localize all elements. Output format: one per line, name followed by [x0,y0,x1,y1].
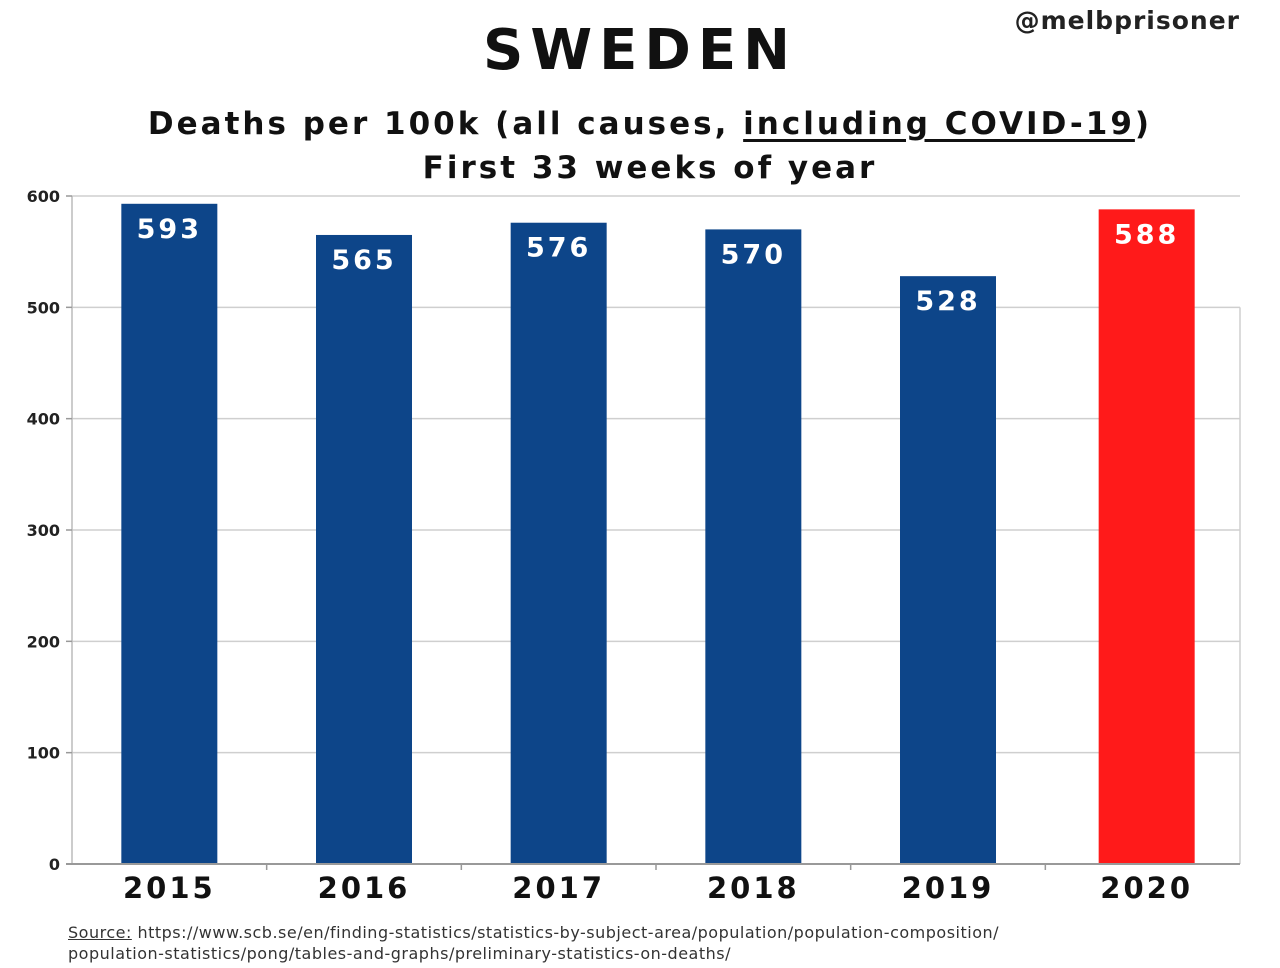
source-note: Source: https://www.scb.se/en/finding-st… [68,922,1268,964]
bar-2017 [510,222,607,865]
source-url-part-1: https://www.scb.se/en/finding-statistics… [137,923,1000,942]
y-axis-ticks: 0 100 200 300 400 500 600 [27,187,72,874]
data-labels: 593 565 576 570 528 588 [137,214,1179,317]
bars [121,203,1195,865]
data-label-2016: 565 [331,245,396,276]
x-tick-label-2017: 2017 [512,871,605,905]
source-url-part-2: population-statistics/pong/tables-and-gr… [68,944,731,963]
gridlines [71,195,1241,864]
author-handle: @melbprisoner [1014,6,1240,35]
data-label-2015: 593 [137,214,202,245]
x-tick-label-2019: 2019 [902,871,995,905]
x-tick-label-2015: 2015 [123,871,216,905]
data-label-2017: 576 [526,233,591,264]
bar-2016 [316,234,412,864]
source-line-1: Source: https://www.scb.se/en/finding-st… [68,922,1268,943]
data-label-2018: 570 [721,239,786,270]
bar-2018 [705,229,802,864]
source-label: Source: [68,923,132,942]
bar-2019 [900,276,996,864]
x-tick-label-2020: 2020 [1100,871,1193,905]
y-tick-label: 200 [27,632,60,651]
chart-title: SWEDEN [483,18,797,83]
subtitle-underlined: including COVID-19 [743,106,1135,142]
x-tick-label-2018: 2018 [707,871,800,905]
bar-2015 [121,203,218,864]
y-tick-label: 400 [27,410,60,429]
subtitle-line-1: Deaths per 100k (all causes, including C… [0,102,1280,146]
y-tick-label: 300 [27,521,60,540]
subtitle-part-2: ) [1134,106,1153,142]
chart-subtitle: Deaths per 100k (all causes, including C… [0,102,1280,190]
y-tick-label: 0 [49,855,60,874]
y-tick-label: 600 [27,187,60,206]
subtitle-line-2: First 33 weeks of year [422,150,878,186]
data-label-2020: 588 [1114,219,1179,250]
x-axis-ticks: 2015 2016 2017 2018 2019 2020 [123,864,1193,905]
x-tick-label-2016: 2016 [318,871,411,905]
y-tick-label: 500 [27,298,60,317]
subtitle-part-1: Deaths per 100k (all causes, [147,106,744,142]
data-label-2019: 528 [915,286,980,317]
y-tick-label: 100 [27,744,60,763]
bar-2020 [1098,209,1195,865]
